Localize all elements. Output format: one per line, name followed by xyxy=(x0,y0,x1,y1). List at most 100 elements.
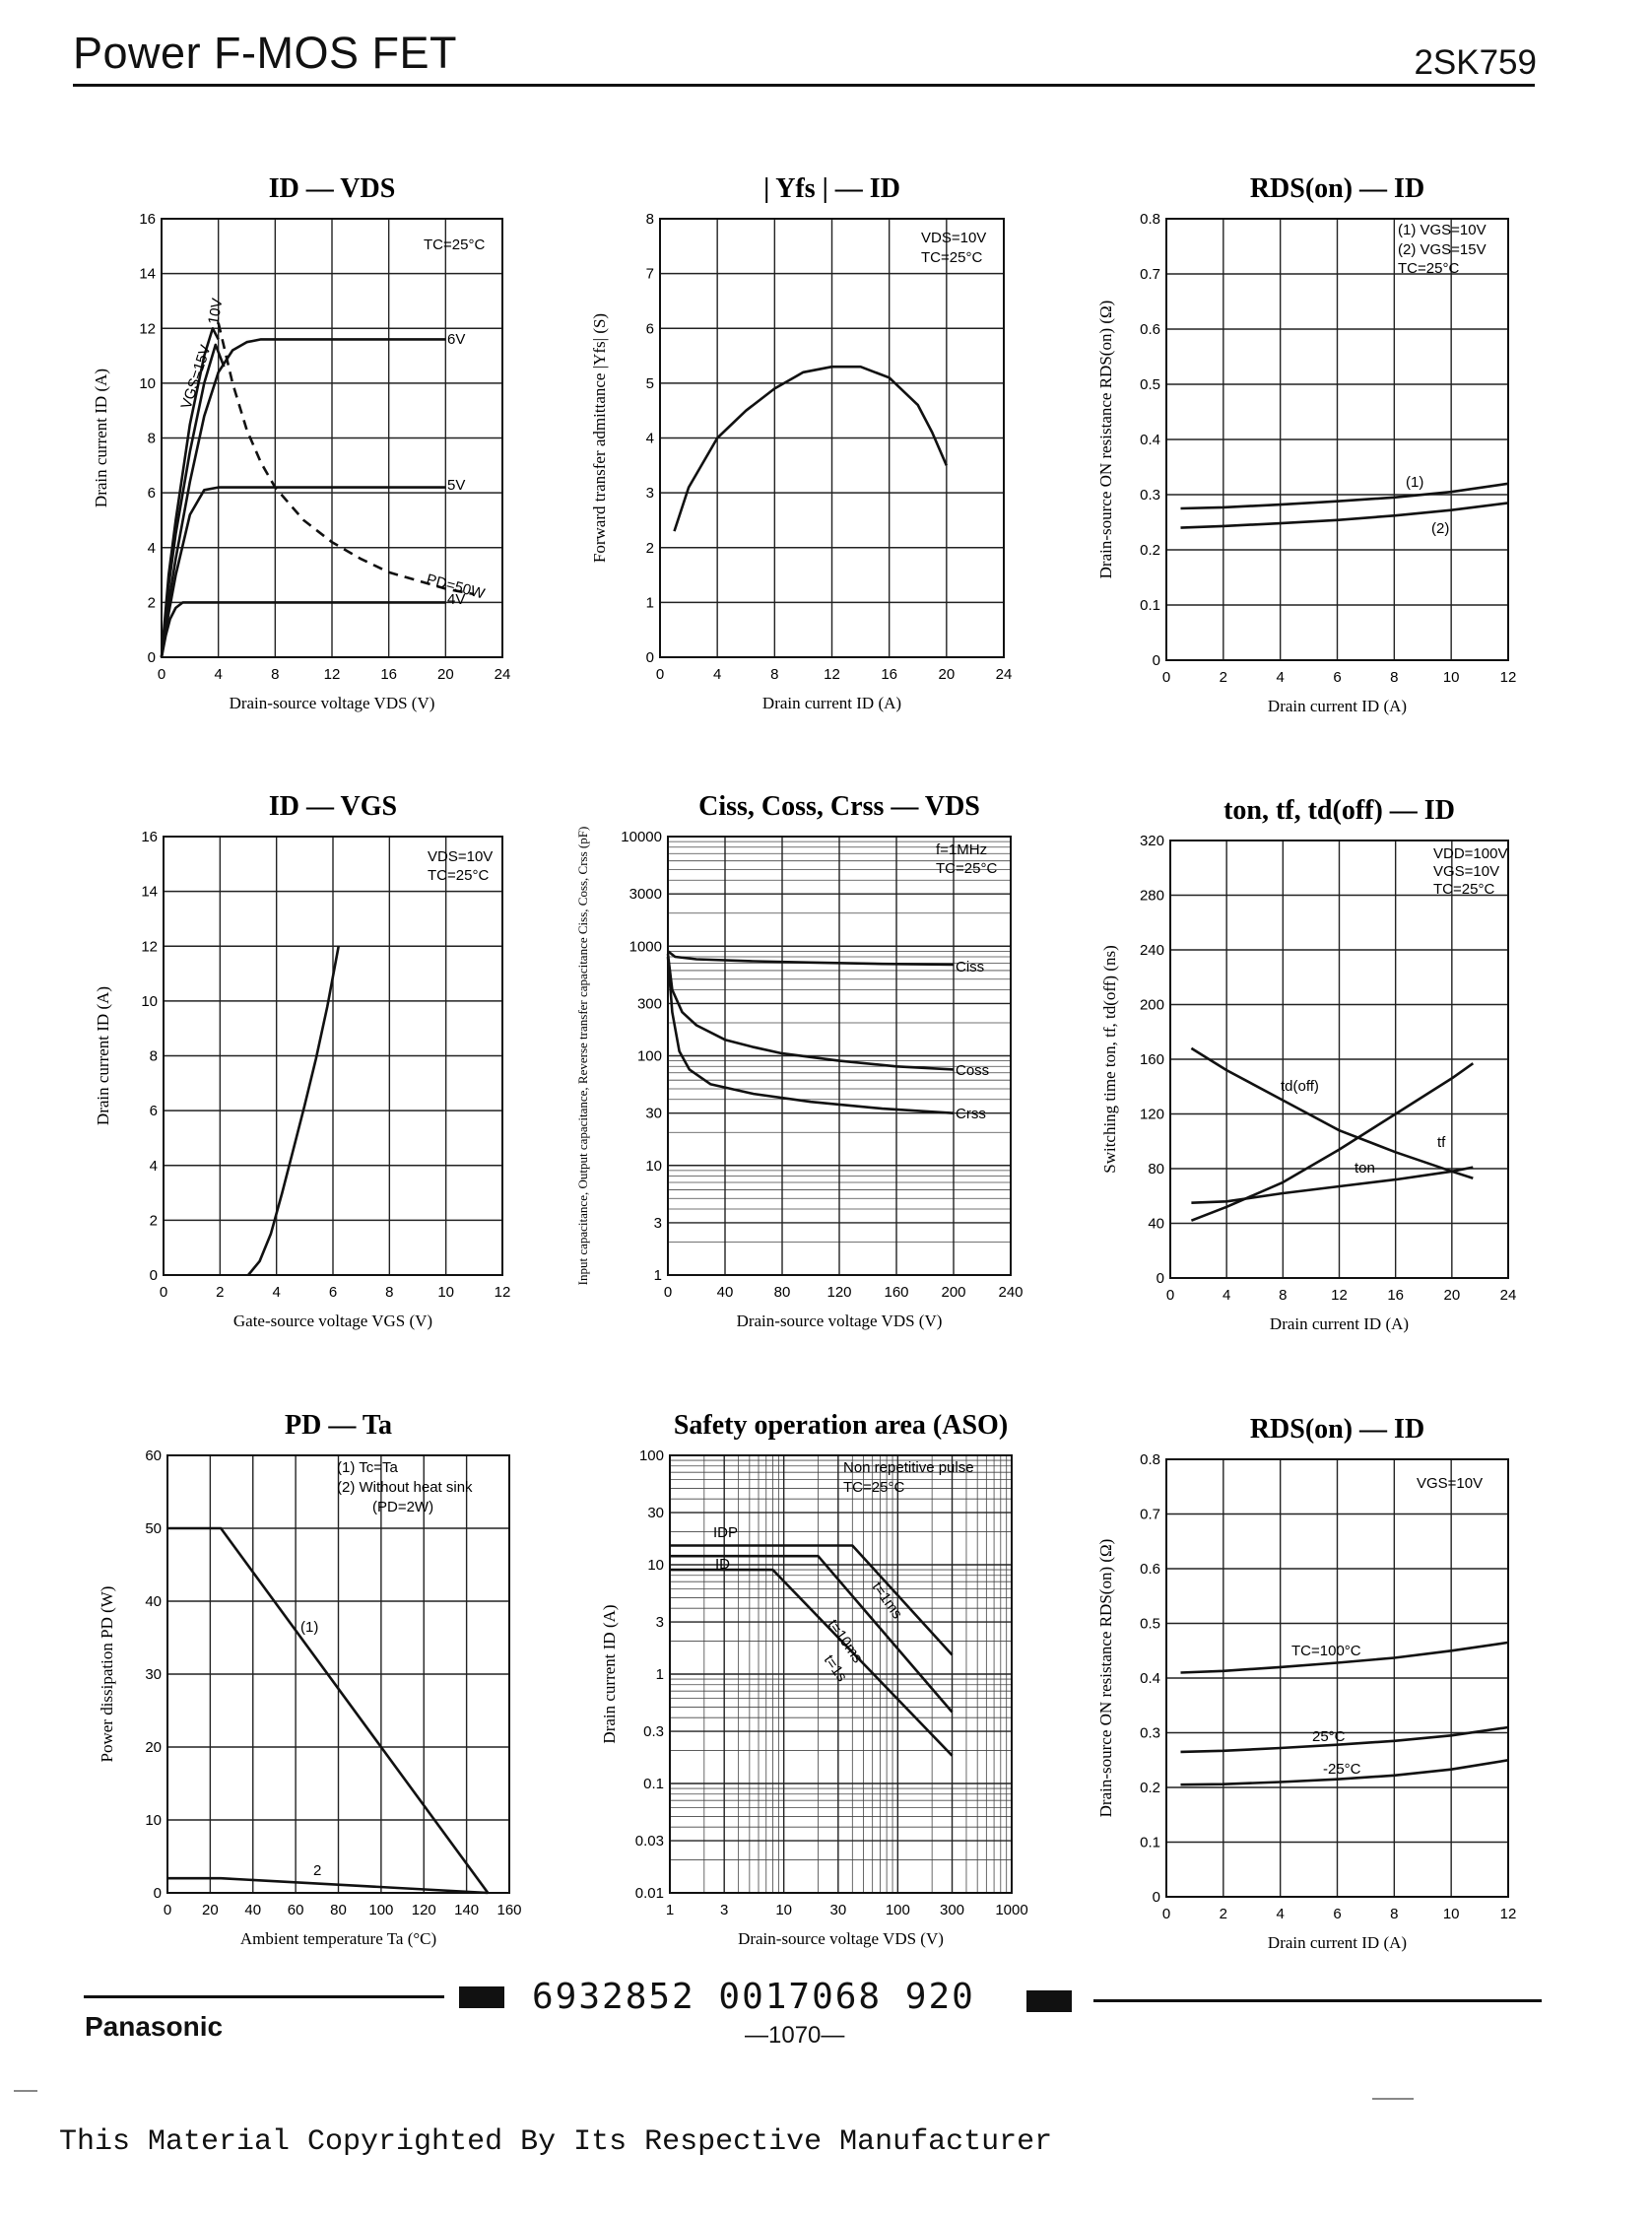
x-tick-label: 10 xyxy=(1443,1906,1460,1922)
x-tick-label: 4 xyxy=(214,666,222,683)
x-tick-label: 1 xyxy=(666,1902,674,1918)
plot-frame xyxy=(1165,1458,1509,1898)
x-axis-label: Drain-source voltage VDS (V) xyxy=(230,694,435,712)
footer-rule-left xyxy=(84,1995,444,1998)
x-tick-label: 60 xyxy=(288,1902,304,1918)
annotation-label: Crss xyxy=(956,1106,986,1122)
x-tick-label: 4 xyxy=(1276,669,1284,686)
x-tick-label: 80 xyxy=(774,1284,791,1301)
x-axis-label: Drain current ID (A) xyxy=(762,694,901,712)
annotation-label: (1) xyxy=(300,1619,318,1636)
x-tick-label: 12 xyxy=(1500,669,1517,686)
series-line xyxy=(160,486,446,658)
y-tick-label: 2 xyxy=(150,1212,158,1229)
y-axis-label: Power dissipation PD (W) xyxy=(98,1586,116,1763)
y-tick-label: 8 xyxy=(150,1048,158,1065)
annotation-label: (1) xyxy=(1406,474,1423,491)
x-tick-label: 30 xyxy=(830,1902,847,1918)
x-tick-label: 24 xyxy=(495,666,511,683)
y-tick-label: 10 xyxy=(141,993,158,1010)
y-tick-label: 2 xyxy=(148,594,156,611)
x-tick-label: 6 xyxy=(1333,669,1341,686)
series-line xyxy=(670,1544,954,1656)
y-tick-label: 100 xyxy=(637,1048,662,1065)
annotation-label: TC=25°C xyxy=(424,236,485,253)
x-tick-label: 0 xyxy=(160,1284,167,1301)
y-tick-label: 10000 xyxy=(621,829,662,845)
y-tick-label: 120 xyxy=(1140,1107,1164,1123)
plot-frame xyxy=(667,836,1012,1276)
y-tick-label: 10 xyxy=(145,1812,162,1829)
x-tick-label: 6 xyxy=(329,1284,337,1301)
y-tick-label: 0.1 xyxy=(1140,597,1160,614)
x-tick-label: 20 xyxy=(437,666,454,683)
x-tick-label: 12 xyxy=(1331,1287,1348,1304)
chart-title: Ciss, Coss, Crss — VDS xyxy=(698,791,980,822)
chart-title: RDS(on) — ID xyxy=(1250,173,1424,204)
annotation-label: td(off) xyxy=(1281,1078,1319,1095)
x-tick-label: 240 xyxy=(998,1284,1023,1301)
x-tick-label: 0 xyxy=(1166,1287,1174,1304)
y-tick-label: 20 xyxy=(145,1739,162,1756)
y-tick-label: 40 xyxy=(145,1593,162,1610)
part-number: 2SK759 xyxy=(1414,43,1537,82)
footer-rule-right xyxy=(1093,1999,1542,2002)
y-axis-label: Drain current ID (A) xyxy=(92,369,110,507)
y-tick-label: 0.3 xyxy=(1140,1725,1160,1742)
series-line xyxy=(1180,1759,1509,1786)
y-tick-label: 7 xyxy=(646,266,654,283)
x-tick-label: 8 xyxy=(1390,669,1398,686)
y-tick-label: 0.7 xyxy=(1140,266,1160,283)
y-tick-label: 3 xyxy=(656,1614,664,1631)
y-tick-label: 1 xyxy=(656,1666,664,1683)
y-tick-label: 0.01 xyxy=(635,1885,664,1902)
y-axis-label: Drain current ID (A) xyxy=(600,1604,619,1743)
y-tick-label: 10 xyxy=(139,375,156,392)
x-tick-label: 3 xyxy=(720,1902,728,1918)
annotation-label: TC=100°C xyxy=(1291,1643,1361,1659)
x-tick-label: 8 xyxy=(1279,1287,1287,1304)
y-tick-label: 0 xyxy=(646,649,654,666)
y-tick-label: 0 xyxy=(1153,652,1160,669)
annotation-label: (1) Tc=Ta xyxy=(337,1459,398,1476)
scan-mark xyxy=(1372,2098,1414,2100)
series-line xyxy=(217,322,475,596)
chart-title: ID — VGS xyxy=(269,791,397,822)
y-tick-label: 14 xyxy=(141,884,158,901)
x-tick-label: 8 xyxy=(385,1284,393,1301)
annotation-label: 6V xyxy=(447,331,465,348)
x-axis-label: Drain current ID (A) xyxy=(1268,1933,1407,1952)
x-tick-label: 0 xyxy=(1162,669,1170,686)
series-line xyxy=(1190,1062,1475,1222)
y-axis-label: Drain-source ON resistance RDS(on) (Ω) xyxy=(1096,301,1115,579)
x-tick-label: 24 xyxy=(996,666,1013,683)
y-tick-label: 0.7 xyxy=(1140,1507,1160,1523)
series-line xyxy=(670,1554,954,1714)
y-tick-label: 80 xyxy=(1148,1161,1164,1177)
x-tick-label: 0 xyxy=(656,666,664,683)
series-line xyxy=(1180,1725,1509,1754)
y-tick-label: 0 xyxy=(148,649,156,666)
plot-frame xyxy=(659,218,1005,658)
y-tick-label: 0.6 xyxy=(1140,321,1160,338)
series-line xyxy=(673,365,948,532)
y-tick-label: 2 xyxy=(646,540,654,557)
y-tick-label: 3 xyxy=(654,1215,662,1232)
annotation-label: Non repetitive pulse xyxy=(843,1459,974,1476)
annotation-label: (PD=2W) xyxy=(372,1499,433,1515)
page-number: —1070— xyxy=(745,2022,845,2049)
y-tick-label: 4 xyxy=(148,540,156,557)
y-tick-label: 200 xyxy=(1140,997,1164,1014)
x-tick-label: 8 xyxy=(1390,1906,1398,1922)
chart-title: PD — Ta xyxy=(285,1410,392,1441)
y-tick-label: 8 xyxy=(646,211,654,228)
y-tick-label: 5 xyxy=(646,375,654,392)
y-tick-label: 320 xyxy=(1140,833,1164,849)
plot-frame xyxy=(1169,840,1509,1279)
chart-c8: 1 3 10 30 100 300 1000 0.01 0.03 0.1 0.3 1 3 10 30 100 S… xyxy=(600,1410,1028,1948)
x-tick-label: 4 xyxy=(713,666,721,683)
annotation-label: TC=25°C xyxy=(1433,881,1494,898)
chart-title: | Yfs | — ID xyxy=(763,173,900,204)
